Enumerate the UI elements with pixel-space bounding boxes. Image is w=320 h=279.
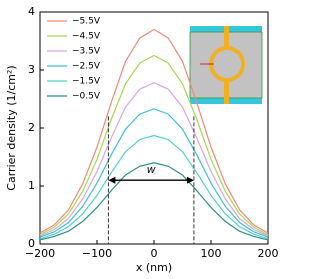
y-tick-label: 1 bbox=[28, 179, 35, 192]
x-tick-label: 0 bbox=[151, 247, 158, 260]
x-tick-label: −100 bbox=[82, 247, 112, 260]
y-tick-label: 2 bbox=[28, 121, 35, 134]
inset-ring-inner bbox=[213, 50, 241, 78]
chart: x (nm) Carrier density (1/cm²) −200 −100 0… bbox=[5, 5, 279, 274]
arrow-head bbox=[108, 176, 116, 184]
series-line bbox=[39, 54, 269, 236]
x-tick-label: −200 bbox=[25, 247, 55, 260]
series-line bbox=[39, 82, 269, 237]
series-line bbox=[39, 28, 269, 234]
series-line bbox=[39, 134, 269, 240]
legend-label: −0.5V bbox=[72, 92, 101, 102]
y-tick-label: 4 bbox=[28, 5, 35, 18]
legend-label: −4.5V bbox=[72, 32, 101, 42]
width-label: w bbox=[147, 163, 156, 176]
y-tick-label: 0 bbox=[28, 237, 35, 250]
x-axis-label: x (nm) bbox=[136, 261, 172, 274]
x-tick-label: 100 bbox=[201, 247, 222, 260]
arrow-head bbox=[186, 176, 194, 184]
y-axis-label: Carrier density (1/cm²) bbox=[5, 65, 18, 190]
legend-label: −3.5V bbox=[72, 47, 101, 57]
inset-lead bbox=[224, 26, 229, 46]
x-tick-label: 200 bbox=[258, 247, 279, 260]
legend-label: −2.5V bbox=[72, 62, 101, 72]
legend-label: −1.5V bbox=[72, 77, 101, 87]
inset-schematic bbox=[189, 26, 263, 104]
inset-lead bbox=[224, 82, 229, 104]
legend-label: −5.5V bbox=[72, 17, 101, 27]
y-tick-label: 3 bbox=[28, 63, 35, 76]
series-line bbox=[39, 108, 269, 238]
series-line bbox=[39, 162, 269, 241]
